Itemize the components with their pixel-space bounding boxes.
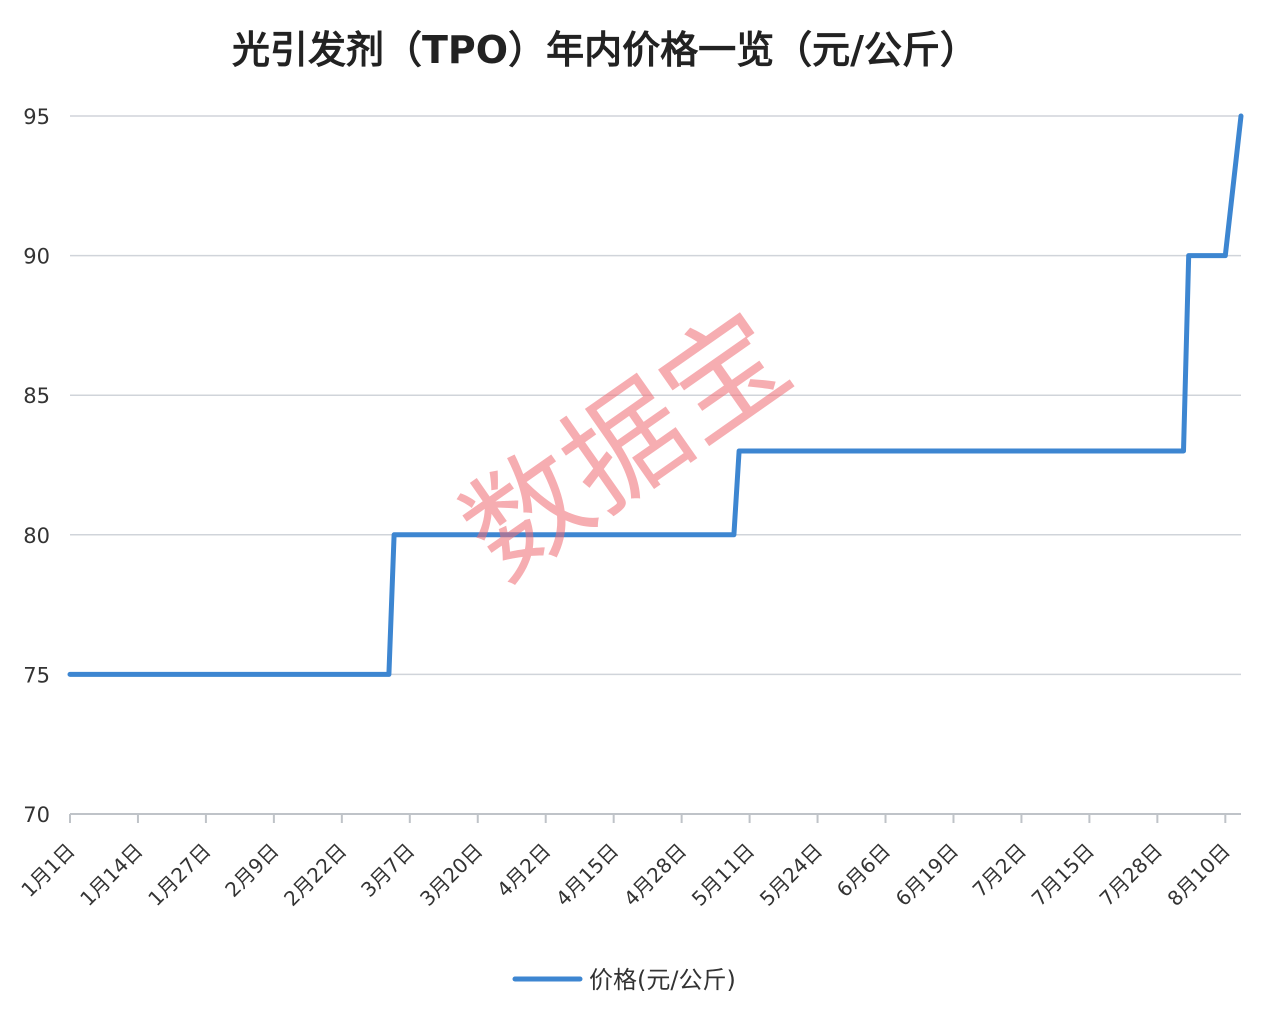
chart-title: 光引发剂（TPO）年内价格一览（元/公斤）: [232, 28, 978, 72]
x-tick-label: 2月22日: [279, 839, 351, 911]
x-tick-label: 8月10日: [1163, 839, 1235, 911]
x-tick-label: 4月15日: [551, 839, 623, 911]
y-tick-label: 80: [23, 524, 50, 548]
watermark: 数据宝: [439, 287, 814, 607]
x-tick-label: 7月15日: [1027, 839, 1099, 911]
x-tick-label: 1月1日: [16, 839, 79, 902]
y-tick-label: 85: [23, 384, 50, 408]
x-tick-label: 4月28日: [619, 839, 691, 911]
x-tick-label: 2月9日: [220, 839, 283, 902]
x-tick-label: 1月14日: [75, 839, 147, 911]
y-tick-label: 95: [23, 105, 50, 129]
x-tick-label: 6月19日: [891, 839, 963, 911]
series-line: [67, 113, 1244, 677]
legend-label: 价格(元/公斤): [589, 966, 736, 994]
x-tick-label: 5月11日: [687, 839, 759, 911]
x-tick-label: 3月7日: [356, 839, 419, 902]
x-tick-label: 5月24日: [755, 839, 827, 911]
x-tick-label: 7月28日: [1095, 839, 1167, 911]
series-layer: [67, 113, 1244, 677]
gridlines: [70, 115, 1241, 676]
x-tick-label: 1月27日: [143, 839, 215, 911]
x-tick-label: 6月6日: [832, 839, 895, 902]
legend: 价格(元/公斤): [512, 966, 736, 994]
x-tick-label: 3月20日: [415, 839, 487, 911]
y-axis-ticks: 70 75 80 85 90 95: [23, 105, 50, 827]
x-tick-label: 7月2日: [968, 839, 1031, 902]
y-tick-label: 70: [23, 803, 50, 827]
y-tick-label: 90: [23, 245, 50, 269]
y-tick-label: 75: [23, 663, 50, 687]
x-tick-label: 4月2日: [492, 839, 555, 902]
